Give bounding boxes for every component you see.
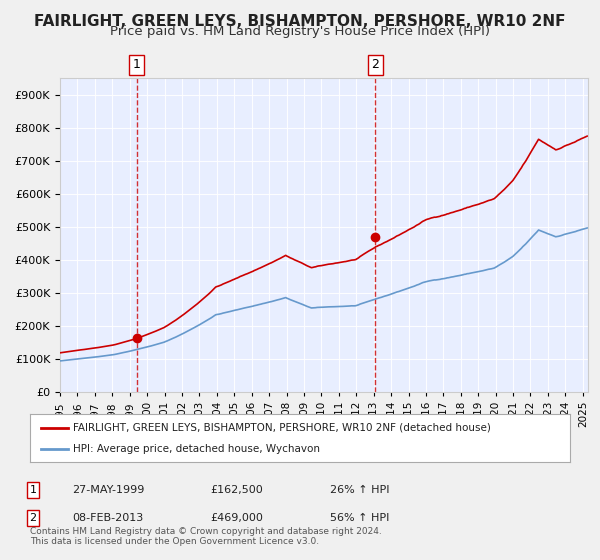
Text: Contains HM Land Registry data © Crown copyright and database right 2024.
This d: Contains HM Land Registry data © Crown c… (30, 526, 382, 546)
Text: 2: 2 (371, 58, 379, 72)
Text: 56% ↑ HPI: 56% ↑ HPI (330, 513, 389, 523)
Text: 08-FEB-2013: 08-FEB-2013 (72, 513, 143, 523)
Text: 27-MAY-1999: 27-MAY-1999 (72, 485, 145, 495)
Text: 1: 1 (29, 485, 37, 495)
Text: 1: 1 (133, 58, 140, 72)
Text: FAIRLIGHT, GREEN LEYS, BISHAMPTON, PERSHORE, WR10 2NF (detached house): FAIRLIGHT, GREEN LEYS, BISHAMPTON, PERSH… (73, 423, 491, 433)
Text: 2: 2 (29, 513, 37, 523)
Text: 26% ↑ HPI: 26% ↑ HPI (330, 485, 389, 495)
Text: £469,000: £469,000 (210, 513, 263, 523)
Text: HPI: Average price, detached house, Wychavon: HPI: Average price, detached house, Wych… (73, 444, 320, 454)
Text: FAIRLIGHT, GREEN LEYS, BISHAMPTON, PERSHORE, WR10 2NF: FAIRLIGHT, GREEN LEYS, BISHAMPTON, PERSH… (34, 14, 566, 29)
Text: £162,500: £162,500 (210, 485, 263, 495)
Text: Price paid vs. HM Land Registry's House Price Index (HPI): Price paid vs. HM Land Registry's House … (110, 25, 490, 38)
